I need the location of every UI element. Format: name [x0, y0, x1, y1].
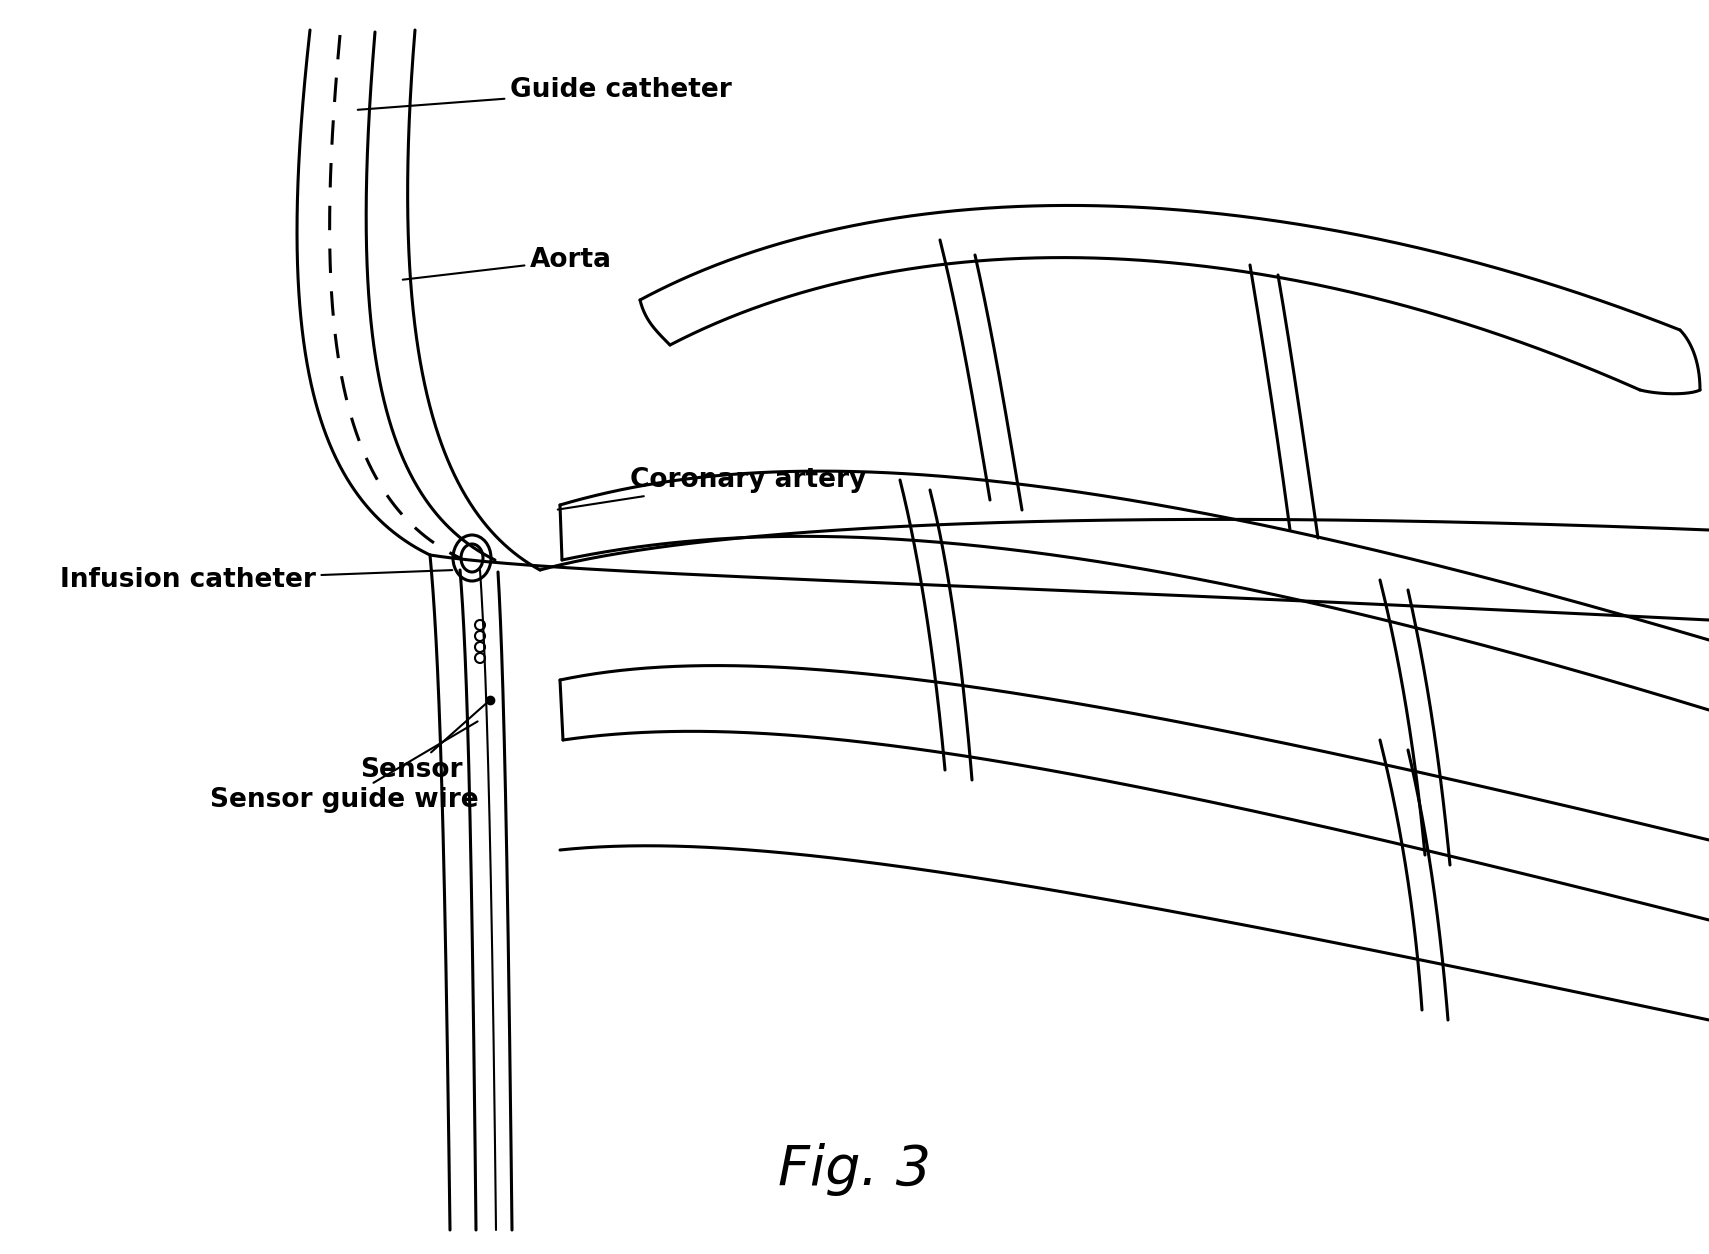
Text: Infusion catheter: Infusion catheter	[60, 567, 453, 593]
Text: Guide catheter: Guide catheter	[357, 76, 731, 110]
Text: Fig. 3: Fig. 3	[778, 1144, 930, 1196]
Text: Sensor guide wire: Sensor guide wire	[210, 721, 479, 813]
Ellipse shape	[461, 544, 484, 572]
Text: Aorta: Aorta	[403, 247, 612, 280]
Text: Sensor: Sensor	[361, 702, 489, 782]
Text: Coronary artery: Coronary artery	[557, 466, 866, 509]
